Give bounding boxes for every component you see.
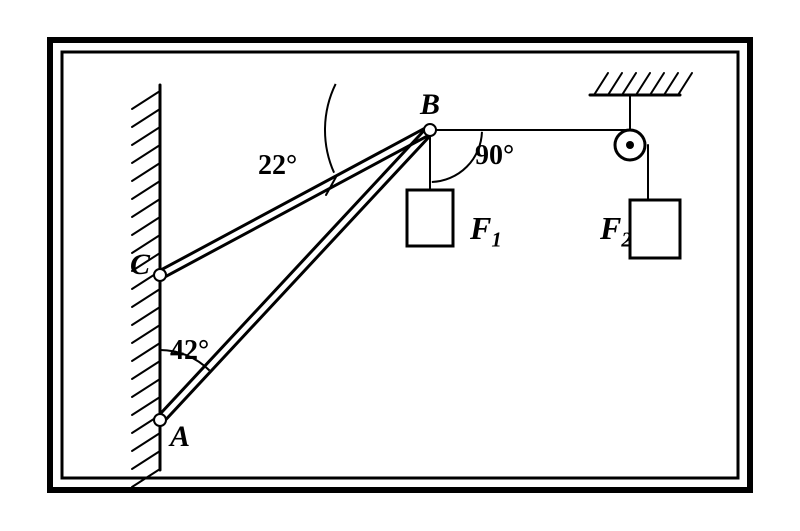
point-a-label: A [170,420,190,454]
point-b-label: B [420,88,440,122]
angle-90-label: 90° [475,140,514,172]
force-f1-label: F1 [470,210,502,252]
angle-42-label: 42° [170,335,209,367]
point-c-label: C [130,248,150,282]
angle-22-label: 22° [258,150,297,182]
force-f2-label: F2 [600,210,632,252]
